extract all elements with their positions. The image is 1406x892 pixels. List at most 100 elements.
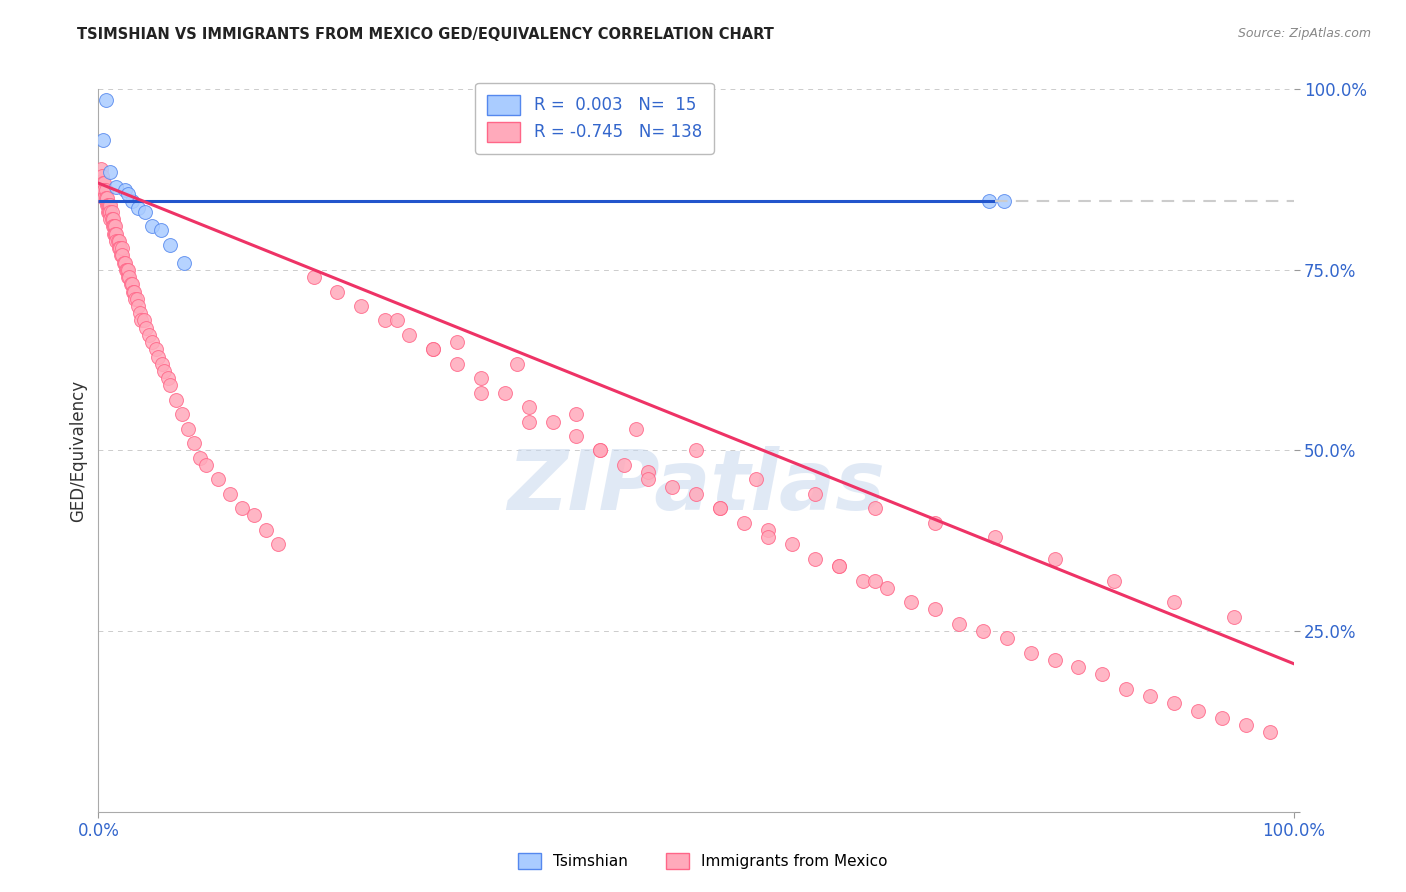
Point [446, 357, 468, 371]
Point [1163, 696, 1185, 710]
Point [98, 165, 122, 179]
Point [1211, 711, 1233, 725]
Point [977, 194, 1000, 209]
Point [94, 191, 117, 205]
Point [108, 241, 131, 255]
Point [165, 392, 187, 407]
Point [105, 179, 128, 194]
Point [733, 516, 755, 530]
Point [148, 350, 170, 364]
Point [117, 262, 139, 277]
Point [541, 415, 564, 429]
Point [613, 458, 636, 472]
Point [117, 270, 139, 285]
Point [124, 285, 146, 299]
Legend: R =  0.003   N=  15, R = -0.745   N= 138: R = 0.003 N= 15, R = -0.745 N= 138 [475, 83, 713, 153]
Point [100, 212, 122, 227]
Point [153, 364, 176, 378]
Point [91, 133, 114, 147]
Point [637, 472, 659, 486]
Point [506, 357, 529, 371]
Point [173, 255, 195, 269]
Point [188, 450, 211, 465]
Point [105, 227, 128, 241]
Point [756, 523, 779, 537]
Point [103, 219, 125, 234]
Point [111, 248, 134, 262]
Point [131, 313, 153, 327]
Point [350, 299, 373, 313]
Text: Source: ZipAtlas.com: Source: ZipAtlas.com [1237, 27, 1371, 40]
Point [243, 508, 266, 523]
Point [103, 227, 125, 241]
Point [924, 516, 946, 530]
Point [709, 501, 731, 516]
Point [828, 559, 851, 574]
Point [302, 270, 325, 285]
Point [326, 285, 349, 299]
Point [995, 632, 1018, 646]
Point [1067, 660, 1090, 674]
Point [98, 205, 122, 219]
Point [374, 313, 396, 327]
Point [993, 194, 1015, 209]
Point [1223, 609, 1246, 624]
Point [114, 183, 136, 197]
Point [1163, 595, 1185, 609]
Point [96, 198, 118, 212]
Point [124, 292, 146, 306]
Point [129, 306, 152, 320]
Point [141, 334, 163, 349]
Point [91, 176, 114, 190]
Point [127, 299, 149, 313]
Point [121, 194, 143, 209]
Point [118, 270, 141, 285]
Point [745, 472, 768, 486]
Point [254, 523, 277, 537]
Point [780, 537, 803, 551]
Point [470, 385, 492, 400]
Point [150, 357, 173, 371]
Point [94, 93, 117, 107]
Point [97, 198, 120, 212]
Point [145, 343, 167, 357]
Point [135, 320, 157, 334]
Y-axis label: GED/Equivalency: GED/Equivalency [69, 379, 87, 522]
Point [93, 183, 115, 197]
Point [589, 443, 612, 458]
Point [231, 501, 253, 516]
Point [422, 343, 444, 357]
Point [125, 292, 148, 306]
Point [685, 443, 707, 458]
Point [637, 465, 659, 479]
Point [565, 407, 588, 421]
Point [101, 219, 124, 234]
Point [105, 234, 128, 248]
Point [948, 616, 970, 631]
Point [112, 255, 135, 269]
Point [115, 262, 138, 277]
Point [121, 277, 143, 292]
Point [156, 371, 179, 385]
Point [1104, 574, 1126, 588]
Point [91, 183, 114, 197]
Point [219, 487, 242, 501]
Point [195, 458, 218, 472]
Point [804, 551, 827, 566]
Point [120, 277, 142, 292]
Point [117, 186, 139, 201]
Point [172, 407, 194, 421]
Legend: Tsimshian, Immigrants from Mexico: Tsimshian, Immigrants from Mexico [512, 847, 894, 875]
Point [183, 436, 205, 450]
Point [446, 334, 468, 349]
Point [398, 327, 420, 342]
Point [865, 574, 887, 588]
Point [865, 501, 887, 516]
Point [159, 378, 181, 392]
Point [100, 205, 122, 219]
Point [1019, 646, 1042, 660]
Point [385, 313, 409, 327]
Point [93, 176, 115, 190]
Point [134, 205, 156, 219]
Point [98, 198, 121, 212]
